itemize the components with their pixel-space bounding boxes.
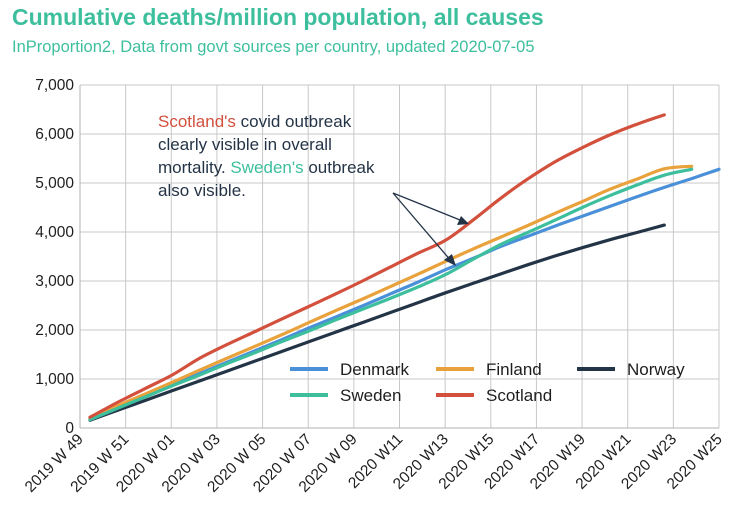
series-line-norway	[88, 223, 666, 422]
y-tick-label: 3,000	[35, 273, 74, 290]
legend-label-sweden: Sweden	[340, 386, 401, 405]
chart-subtitle: InProportion2, Data from govt sources pe…	[12, 38, 535, 56]
annotation: Scotland's covid outbreak clearly visibl…	[158, 112, 469, 266]
legend: Denmark Finland Norway Sweden Scotland	[290, 360, 685, 405]
y-axis-ticks: 0 1,000 2,000 3,000 4,000 5,000 6,000 7,000	[35, 77, 74, 437]
y-tick-label: 4,000	[35, 224, 74, 241]
annotation-arrow-scotland	[392, 192, 466, 223]
annotation-arrowhead-sweden	[444, 254, 456, 266]
legend-label-finland: Finland	[486, 360, 542, 379]
annotation-line-1-rest: covid outbreak	[236, 112, 352, 131]
annotation-arrow-sweden	[392, 192, 453, 263]
series-line-finland	[88, 164, 694, 420]
annotation-line-3: mortality. Sweden's outbreak	[158, 158, 375, 177]
series-line-scotland	[88, 113, 666, 419]
legend-label-denmark: Denmark	[340, 360, 409, 379]
axes	[79, 85, 719, 429]
series-lines	[88, 113, 721, 422]
legend-label-norway: Norway	[627, 360, 685, 379]
series-line-sweden	[88, 167, 694, 422]
y-tick-label: 5,000	[35, 175, 74, 192]
annotation-sweden-word: Sweden's	[230, 158, 303, 177]
chart-title: Cumulative deaths/million population, al…	[12, 4, 544, 30]
annotation-line-2: clearly visible in overall	[158, 135, 332, 154]
annotation-line-4: also visible.	[158, 181, 246, 200]
y-tick-label: 1,000	[35, 371, 74, 388]
annotation-line-3-start: mortality.	[158, 158, 230, 177]
annotation-arrowhead-scotland	[457, 216, 469, 225]
annotation-scotland-word: Scotland's	[158, 112, 236, 131]
y-tick-label: 6,000	[35, 126, 74, 143]
annotation-line-1: Scotland's covid outbreak	[158, 112, 352, 131]
legend-label-scotland: Scotland	[486, 386, 552, 405]
annotation-line-3-rest: outbreak	[304, 158, 375, 177]
y-tick-label: 7,000	[35, 77, 74, 94]
y-tick-label: 2,000	[35, 322, 74, 339]
y-tick-label: 0	[65, 420, 74, 437]
